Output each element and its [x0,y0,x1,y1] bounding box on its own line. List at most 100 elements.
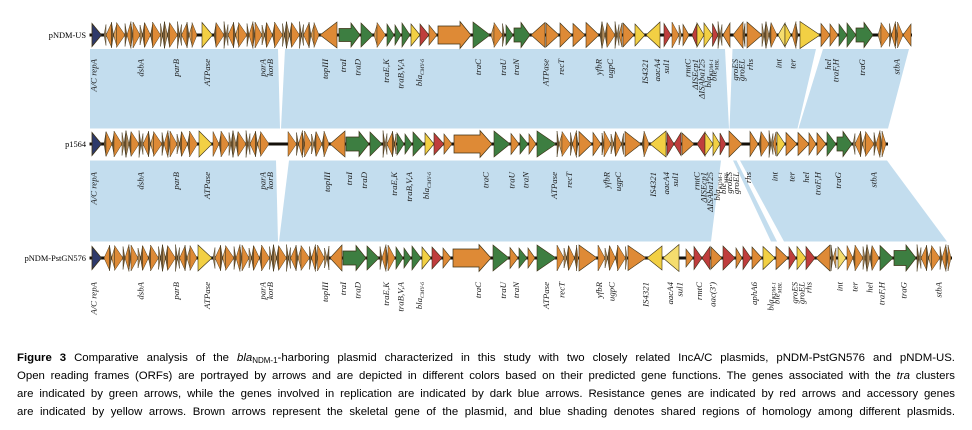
svg-text:traD: traD [353,58,363,75]
svg-text:aac(3'): aac(3') [708,282,718,307]
svg-text:yfbR: yfbR [602,171,612,189]
svg-text:int: int [835,281,845,291]
svg-text:parB: parB [171,58,181,77]
svg-text:A/C repA: A/C repA [89,58,99,92]
svg-text:ter: ter [850,281,860,291]
svg-text:traC: traC [473,282,483,298]
svg-text:hel: hel [801,171,811,182]
svg-text:ATPase: ATPase [549,172,559,200]
svg-text:ATPase: ATPase [541,282,551,310]
svg-text:rmtC: rmtC [694,282,704,300]
svg-text:parA: parA [258,58,268,77]
svg-text:traN: traN [511,281,521,298]
svg-text:ugpC: ugpC [607,282,617,301]
svg-text:traB,V,A: traB,V,A [396,281,406,311]
svg-text:dsbA: dsbA [136,171,146,189]
svg-text:aacA4: aacA4 [665,281,675,304]
svg-text:traE,K: traE,K [389,171,399,196]
svg-text:ΔISEcp1: ΔISEcp1 [699,172,709,204]
svg-text:pNDM-PstGN576: pNDM-PstGN576 [25,254,86,263]
svg-text:A/C repA: A/C repA [89,281,99,315]
svg-text:int: int [770,171,780,181]
svg-text:ATPase: ATPase [202,282,212,310]
svg-text:traC: traC [481,172,491,188]
svg-text:blaNDM-1: blaNDM-1 [766,282,778,311]
svg-text:rhs: rhs [804,281,814,293]
svg-text:aacA4: aacA4 [661,171,671,194]
svg-text:sul1: sul1 [670,172,680,187]
svg-text:IS4321: IS4321 [640,59,650,85]
svg-text:yfbR: yfbR [594,281,604,299]
svg-text:sul1: sul1 [675,282,685,297]
svg-text:dsbA: dsbA [136,281,146,299]
svg-text:traE,K: traE,K [381,58,391,83]
svg-text:recT: recT [556,58,566,75]
svg-text:traD: traD [353,281,363,298]
svg-text:ATPase: ATPase [202,172,212,200]
svg-text:groEL: groEL [737,59,747,81]
svg-text:traN: traN [511,58,521,75]
svg-text:stbA: stbA [934,281,944,297]
svg-text:sul1: sul1 [661,59,671,74]
svg-text:traB,V,A: traB,V,A [404,171,414,201]
svg-text:ugpC: ugpC [605,59,615,78]
svg-text:bleMBL: bleMBL [718,172,730,194]
svg-text:traF,H: traF,H [877,281,887,305]
svg-text:blaNDM-1: blaNDM-1 [703,59,715,88]
svg-text:ter: ter [788,58,798,68]
svg-text:groES: groES [790,281,800,303]
svg-text:parA: parA [258,171,268,190]
svg-text:bleMBL: bleMBL [772,282,784,304]
svg-text:IS4321: IS4321 [648,172,658,198]
svg-text:traI: traI [344,171,354,185]
svg-text:groEL: groEL [797,282,807,304]
svg-text:pNDM-US: pNDM-US [49,31,87,40]
svg-text:ugpC: ugpC [613,172,623,191]
svg-text:traI: traI [338,58,348,72]
svg-text:traD: traD [359,171,369,188]
svg-text:p1564: p1564 [65,140,87,149]
svg-text:A/C repA: A/C repA [89,171,99,205]
svg-text:rmtC: rmtC [683,59,693,77]
svg-text:groEL: groEL [731,172,741,194]
svg-text:traU: traU [507,171,517,188]
svg-text:recT: recT [564,171,574,188]
svg-text:traF,H: traF,H [831,58,841,82]
svg-text:stbA: stbA [869,171,879,187]
svg-text:bleMBL: bleMBL [709,59,721,81]
svg-text:aphA6: aphA6 [749,281,759,305]
svg-text:korB: korB [265,58,275,76]
svg-text:dsbA: dsbA [136,58,146,76]
svg-text:traE,K: traE,K [381,281,391,306]
svg-text:blaCMY-6: blaCMY-6 [414,59,426,86]
svg-text:groES: groES [730,58,740,80]
svg-text:topIII: topIII [320,281,330,302]
svg-text:traN: traN [521,171,531,188]
svg-text:rhs: rhs [745,58,755,70]
svg-text:rhs: rhs [743,171,753,183]
svg-text:ΔISAba125: ΔISAba125 [705,171,715,212]
svg-text:IS4321: IS4321 [641,282,651,308]
svg-text:ter: ter [787,171,797,181]
svg-text:topIII: topIII [320,58,330,79]
svg-text:stbA: stbA [892,58,902,74]
svg-text:ΔISAba125: ΔISAba125 [697,58,707,99]
svg-text:parB: parB [171,171,181,190]
svg-text:groES: groES [724,171,734,193]
svg-text:recT: recT [557,281,567,298]
svg-text:blaNDM-1: blaNDM-1 [712,172,724,201]
svg-text:korB: korB [265,171,275,189]
svg-text:traG: traG [833,171,843,188]
svg-text:traB,V,A: traB,V,A [396,58,406,88]
svg-text:ATPase: ATPase [202,59,212,87]
svg-text:traG: traG [899,281,909,298]
svg-text:yfbR: yfbR [594,58,604,76]
svg-text:aacA4: aacA4 [652,58,662,81]
svg-text:topIII: topIII [322,171,332,192]
svg-text:korB: korB [265,281,275,299]
svg-text:traU: traU [498,281,508,298]
svg-text:hel: hel [865,281,875,292]
svg-text:traU: traU [498,58,508,75]
svg-text:parA: parA [258,281,268,300]
svg-text:traI: traI [338,281,348,295]
